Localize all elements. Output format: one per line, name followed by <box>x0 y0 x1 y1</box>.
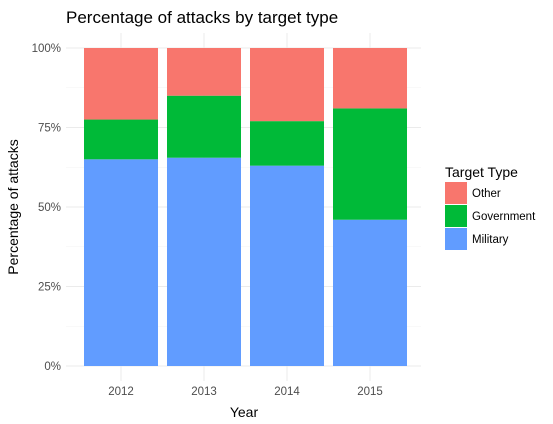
bar-government-2012 <box>84 119 158 160</box>
y-tick-label: 25% <box>38 282 61 294</box>
y-tick-label: 0% <box>44 361 61 373</box>
legend-label-government: Government <box>472 211 536 223</box>
bar-other-2013 <box>167 48 241 96</box>
legend-label-other: Other <box>472 188 501 200</box>
legend-title: Target Type <box>445 164 518 180</box>
legend-key-government <box>445 205 467 227</box>
bar-government-2013 <box>167 95 241 158</box>
bar-government-2015 <box>333 108 407 220</box>
y-tick-label: 75% <box>38 123 61 135</box>
bar-military-2014 <box>250 165 324 366</box>
legend: Target Type Other Government Military <box>445 164 536 250</box>
x-axis-tick-labels: 2012 2013 2014 2015 <box>108 386 383 398</box>
x-tick-label: 2015 <box>357 386 383 398</box>
y-axis-tick-labels: 0% 25% 50% 75% 100% <box>32 43 61 373</box>
y-axis-title: Percentage of attacks <box>5 139 21 274</box>
y-tick-label: 50% <box>38 202 61 214</box>
bar-other-2012 <box>84 48 158 120</box>
x-axis-title: Year <box>230 404 259 420</box>
bar-government-2014 <box>250 121 324 166</box>
bar-military-2012 <box>84 159 158 366</box>
x-tick-label: 2012 <box>108 386 134 398</box>
bars <box>84 48 407 366</box>
bar-military-2015 <box>333 219 407 366</box>
x-tick-label: 2013 <box>191 386 217 398</box>
chart-title: Percentage of attacks by target type <box>66 8 338 27</box>
bar-other-2015 <box>333 48 407 109</box>
y-tick-label: 100% <box>32 43 61 55</box>
legend-key-other <box>445 182 467 204</box>
legend-label-military: Military <box>472 234 509 246</box>
x-tick-label: 2014 <box>274 386 300 398</box>
legend-key-military <box>445 228 467 250</box>
bar-other-2014 <box>250 48 324 122</box>
bar-military-2013 <box>167 157 241 366</box>
